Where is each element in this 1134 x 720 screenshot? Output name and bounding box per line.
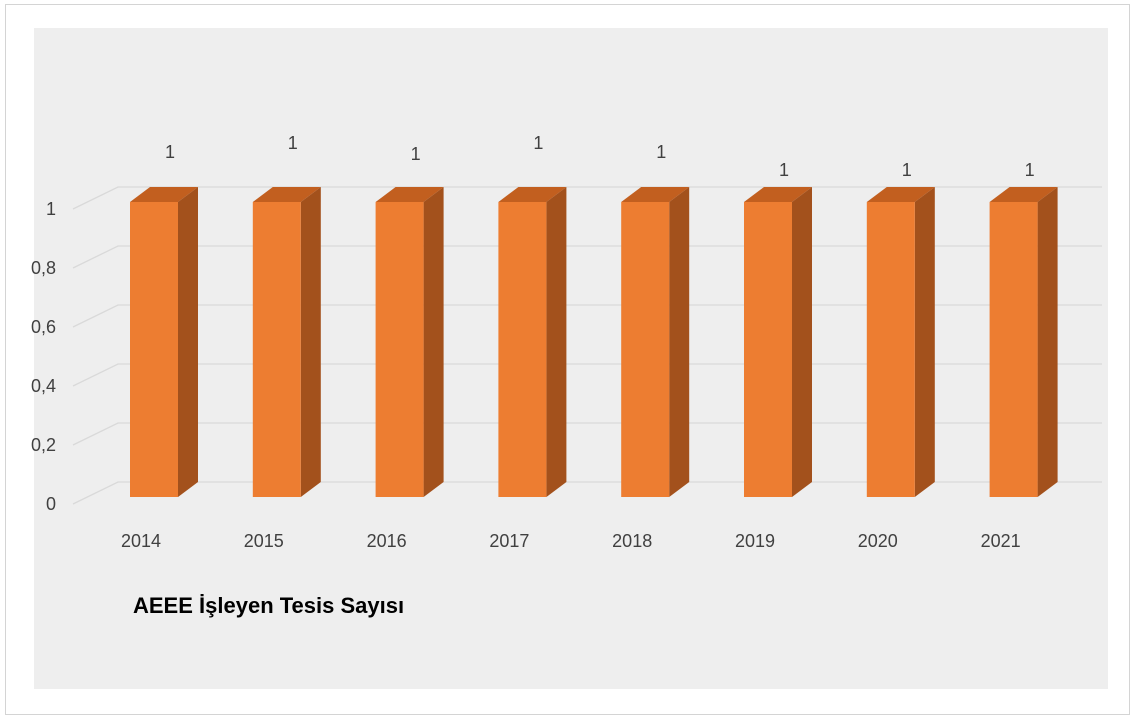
data-labels: 1 1 1 1 1 1 1 1: [165, 133, 1035, 180]
bar-side-face: [792, 187, 812, 497]
bar-side-face: [301, 187, 321, 497]
data-label: 1: [411, 144, 421, 164]
x-tick-label: 2019: [735, 531, 775, 551]
data-label: 1: [288, 133, 298, 153]
data-label: 1: [779, 160, 789, 180]
x-tick-label: 2015: [244, 531, 284, 551]
bar: [744, 202, 792, 497]
data-label: 1: [902, 160, 912, 180]
x-tick-label: 2018: [612, 531, 652, 551]
bar-side-face: [178, 187, 198, 497]
y-tick-label: 1: [46, 199, 56, 219]
y-tick-label: 0: [46, 494, 56, 514]
bar: [621, 202, 669, 497]
bar: [498, 202, 546, 497]
gridline: [73, 482, 1102, 504]
bar: [253, 202, 301, 497]
chart-title: AEEE İşleyen Tesis Sayısı: [133, 593, 404, 619]
bar-side-face: [1038, 187, 1058, 497]
bar: [130, 202, 178, 497]
x-tick-label: 2016: [367, 531, 407, 551]
bar: [867, 202, 915, 497]
gridline: [73, 423, 1102, 445]
data-label: 1: [1025, 160, 1035, 180]
x-tick-label: 2017: [489, 531, 529, 551]
bar-side-face: [424, 187, 444, 497]
gridline: [73, 246, 1102, 268]
bars: [130, 187, 1058, 497]
x-axis-ticks: 2014 2015 2016 2017 2018 2019 2020 2021: [121, 531, 1021, 551]
gridline: [73, 187, 1102, 209]
bar-side-face: [546, 187, 566, 497]
y-tick-label: 0,2: [31, 435, 56, 455]
data-label: 1: [165, 142, 175, 162]
gridline: [73, 305, 1102, 327]
y-tick-label: 0,6: [31, 317, 56, 337]
bar-side-face: [915, 187, 935, 497]
gridlines: [73, 187, 1102, 504]
data-label: 1: [533, 133, 543, 153]
x-tick-label: 2020: [858, 531, 898, 551]
bar: [376, 202, 424, 497]
bar: [990, 202, 1038, 497]
y-tick-label: 0,4: [31, 376, 56, 396]
gridline: [73, 364, 1102, 386]
y-axis-ticks: 0 0,2 0,4 0,6 0,8 1: [31, 199, 56, 514]
y-tick-label: 0,8: [31, 258, 56, 278]
data-label: 1: [656, 142, 666, 162]
x-tick-label: 2014: [121, 531, 161, 551]
x-tick-label: 2021: [981, 531, 1021, 551]
bar-side-face: [669, 187, 689, 497]
